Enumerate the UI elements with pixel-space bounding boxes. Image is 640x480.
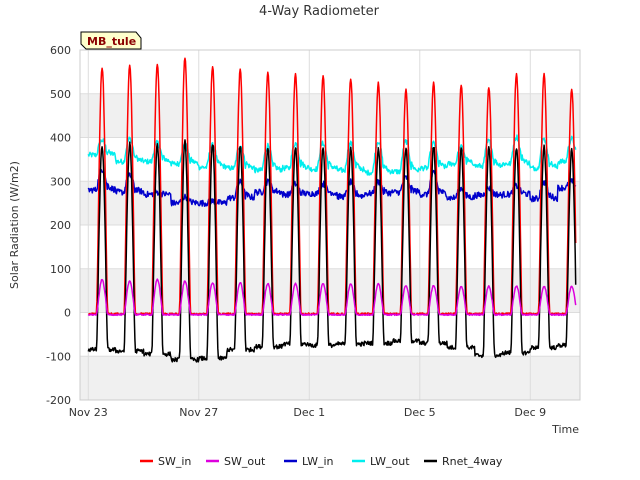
plot-band bbox=[80, 356, 580, 400]
x-tick-label: Dec 1 bbox=[293, 406, 325, 419]
plot-frame bbox=[79, 49, 581, 401]
series-line-sw-out bbox=[87, 278, 577, 317]
x-tick-label: Dec 5 bbox=[404, 406, 436, 419]
y-tick-label: -100 bbox=[46, 350, 71, 363]
y-tick-label: 400 bbox=[50, 132, 71, 145]
y-tick-labels: -200 -100 0 100 200 300 400 500 600 bbox=[46, 44, 71, 407]
series-line-lw-in bbox=[87, 168, 577, 207]
series-line-lw-out bbox=[87, 134, 577, 176]
y-axis-title: Solar Radiation (W/m2) bbox=[8, 161, 21, 289]
legend: SW_in SW_out LW_in LW_out Rnet_4way bbox=[140, 455, 503, 468]
x-tick-label: Dec 9 bbox=[514, 406, 546, 419]
series-layer bbox=[87, 57, 577, 363]
legend-label: SW_in bbox=[158, 455, 191, 468]
chart-title: 4-Way Radiometer bbox=[259, 4, 380, 19]
plot-band bbox=[80, 181, 580, 225]
x-tick-label: Nov 27 bbox=[179, 406, 218, 419]
x-axis-title: Time bbox=[551, 423, 579, 436]
x-tick-label: Nov 23 bbox=[69, 406, 108, 419]
y-tick-label: 200 bbox=[50, 219, 71, 232]
y-tick-label: 300 bbox=[50, 175, 71, 188]
site-label: MB_tule bbox=[87, 35, 136, 48]
y-tick-label: 600 bbox=[50, 44, 71, 57]
series-line-rnet-4way bbox=[87, 139, 577, 363]
plot-band bbox=[80, 93, 580, 138]
legend-label: LW_in bbox=[302, 455, 334, 468]
y-tick-label: 100 bbox=[50, 263, 71, 276]
x-tick-labels: Nov 23 Nov 27 Dec 1 Dec 5 Dec 9 bbox=[69, 406, 546, 419]
y-tick-label: 0 bbox=[64, 307, 71, 320]
site-label-box: MB_tule bbox=[80, 31, 142, 50]
y-tick-label: -200 bbox=[46, 394, 71, 407]
y-tick-label: 500 bbox=[50, 88, 71, 101]
legend-label: SW_out bbox=[224, 455, 266, 468]
site-label-frame bbox=[80, 31, 142, 50]
legend-label: LW_out bbox=[370, 455, 410, 468]
legend-label: Rnet_4way bbox=[442, 455, 503, 468]
